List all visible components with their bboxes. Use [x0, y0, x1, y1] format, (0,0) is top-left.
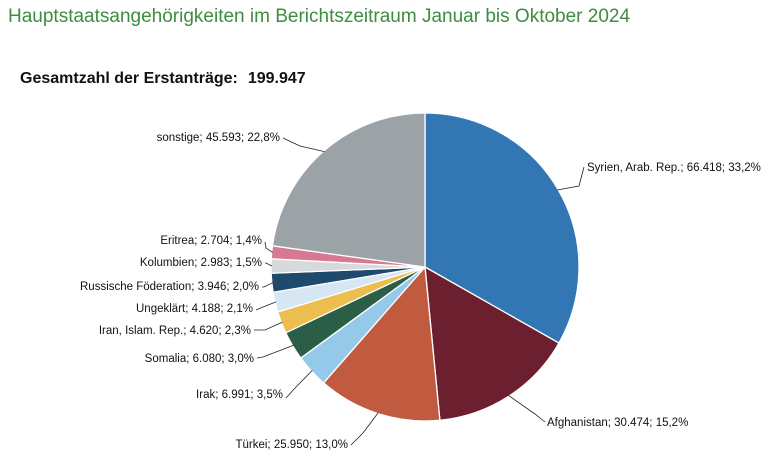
slice-label: Iran, Islam. Rep.; 4.620; 2,3%	[99, 325, 251, 337]
leader-line	[350, 412, 379, 446]
slice-label: Afghanistan; 30.474; 15,2%	[547, 417, 688, 429]
leader-line	[285, 370, 313, 399]
leader-line	[265, 262, 273, 267]
total-label: Gesamtzahl der Erstanträge:	[20, 70, 238, 87]
leader-line	[256, 344, 294, 359]
slice-label: sonstige; 45.593; 22,8%	[157, 132, 280, 144]
leader-line	[255, 301, 277, 311]
slice-label: Kolumbien; 2.983; 1,5%	[140, 257, 262, 269]
slice-label: Russische Föderation; 3.946; 2,0%	[80, 281, 259, 293]
total-applications: Gesamtzahl der Erstanträge: 199.947	[20, 70, 306, 88]
leader-line	[282, 137, 325, 152]
pie-slice-sonstige	[271, 112, 426, 268]
slice-label: Somalia; 6.080; 3,0%	[145, 353, 254, 365]
slice-label: Irak; 6.991; 3,5%	[196, 389, 283, 401]
leader-line	[264, 241, 273, 253]
leader-line	[254, 321, 283, 331]
slice-label: Türkei; 25.950; 13,0%	[235, 439, 348, 451]
leader-line	[557, 166, 585, 191]
page-title: Hauptstaatsangehörigkeiten im Berichtsze…	[8, 6, 631, 27]
leader-line	[508, 394, 546, 423]
slice-label: Ungeklärt; 4.188; 2,1%	[136, 303, 253, 315]
total-value: 199.947	[247, 70, 306, 87]
slice-label: Eritrea; 2.704; 1,4%	[160, 235, 262, 247]
leader-line	[262, 282, 273, 288]
slice-label: Syrien, Arab. Rep.; 66.418; 33,2%	[587, 162, 761, 174]
